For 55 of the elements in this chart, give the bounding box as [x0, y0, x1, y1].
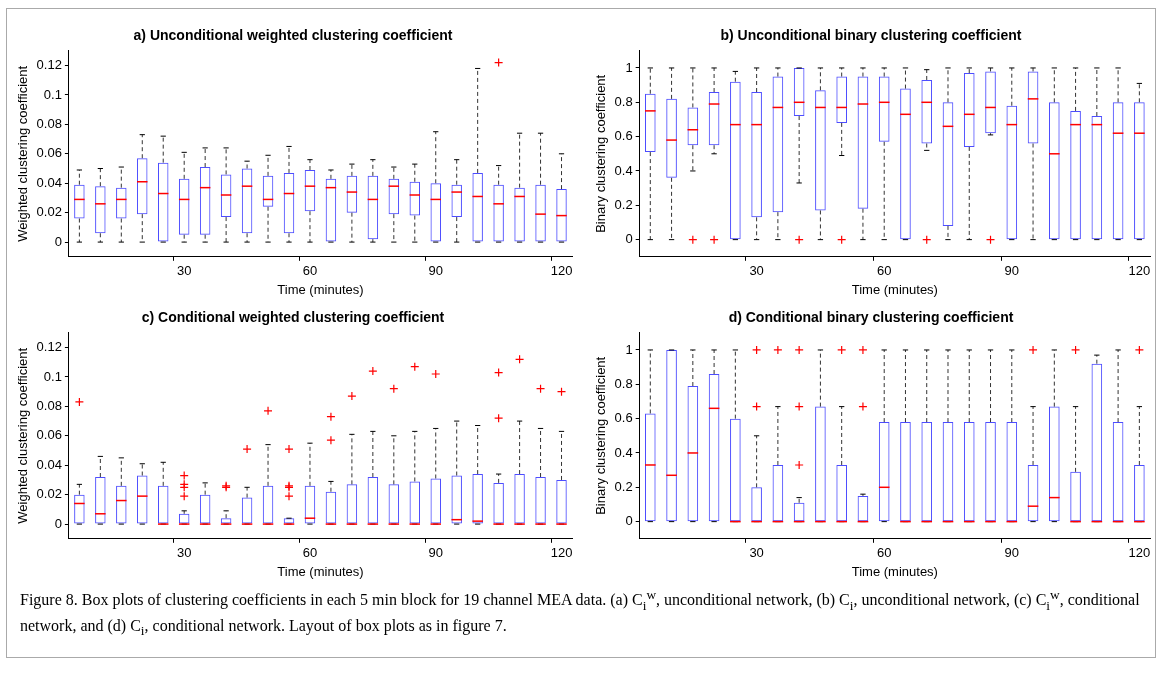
- y-tick-label: 0: [54, 233, 62, 249]
- x-tick-label: 120: [1128, 263, 1151, 279]
- x-tick-label: 60: [302, 545, 318, 561]
- x-tick-label: 30: [176, 545, 192, 561]
- y-tick-label: 0.2: [614, 196, 633, 212]
- chart-title: c) Conditional weighted clustering coefficient: [141, 309, 445, 326]
- y-tick-label: 0.8: [614, 93, 633, 109]
- y-tick-label: 1: [625, 341, 633, 357]
- x-axis-title: Time (minutes): [851, 563, 938, 579]
- y-tick-label: 0: [625, 231, 633, 247]
- chart-title: b) Unconditional binary clustering coefficient: [720, 27, 1022, 44]
- y-tick-label: 0.08: [36, 115, 62, 131]
- y-axis-title: Weighted clustering coefficient: [15, 65, 31, 242]
- x-tick-label: 120: [1128, 545, 1151, 561]
- x-tick-label: 120: [550, 545, 573, 561]
- y-tick-label: 0.04: [36, 174, 62, 190]
- y-tick-label: 0.1: [43, 86, 62, 102]
- x-tick-label: 90: [1004, 545, 1020, 561]
- y-tick-label: 0.02: [36, 486, 62, 502]
- x-axis-title: Time (minutes): [277, 281, 364, 297]
- x-tick-label: 30: [749, 545, 764, 561]
- chart-title: d) Conditional binary clustering coefficient: [728, 309, 1014, 326]
- y-tick-label: 0: [54, 515, 62, 531]
- y-tick-label: 0.4: [614, 444, 633, 460]
- y-tick-label: 0: [625, 513, 633, 529]
- x-tick-label: 120: [550, 263, 573, 279]
- y-tick-label: 0.6: [614, 410, 633, 426]
- y-tick-label: 0.4: [614, 162, 633, 178]
- y-tick-label: 1: [625, 59, 633, 75]
- y-axis-title: Binary clustering coefficient: [593, 74, 609, 233]
- y-tick-label: 0.06: [36, 145, 62, 161]
- y-tick-label: 0.06: [36, 427, 62, 443]
- y-tick-label: 0.8: [614, 375, 633, 391]
- y-tick-label: 0.12: [36, 339, 62, 355]
- text: Figure 8. Box plots of clustering coefficients in each 5 min block for 19 channel MEA data. (a) C$_{i}$$^{w}$, unconditional network, (b) C$_{i}$, unconditional network, (c) C$_{i}$$^{w}$, conditional network, and (d) C$_{i}$, conditional network. Layout of box plots as in figure 7.: [20, 587, 1140, 638]
- x-axis-title: Time (minutes): [851, 281, 938, 297]
- y-tick-label: 0.04: [36, 456, 62, 472]
- x-tick-label: 60: [302, 263, 318, 279]
- y-tick-label: 0.12: [36, 57, 62, 73]
- y-tick-label: 0.02: [36, 204, 62, 220]
- x-tick-label: 30: [749, 263, 764, 279]
- y-tick-label: 0.2: [614, 478, 633, 494]
- x-tick-label: 30: [176, 263, 192, 279]
- x-tick-label: 60: [876, 545, 892, 561]
- y-tick-label: 0.08: [36, 397, 62, 413]
- y-tick-label: 0.1: [43, 368, 62, 384]
- x-axis-title: Time (minutes): [277, 563, 364, 579]
- x-tick-label: 90: [428, 263, 443, 279]
- y-tick-label: 0.6: [614, 128, 633, 144]
- chart-title: a) Unconditional weighted clustering coefficient: [133, 27, 453, 44]
- x-tick-label: 90: [428, 545, 443, 561]
- y-axis-title: Binary clustering coefficient: [593, 356, 609, 515]
- x-tick-label: 60: [876, 263, 892, 279]
- y-axis-title: Weighted clustering coefficient: [15, 347, 31, 524]
- x-tick-label: 90: [1004, 263, 1020, 279]
